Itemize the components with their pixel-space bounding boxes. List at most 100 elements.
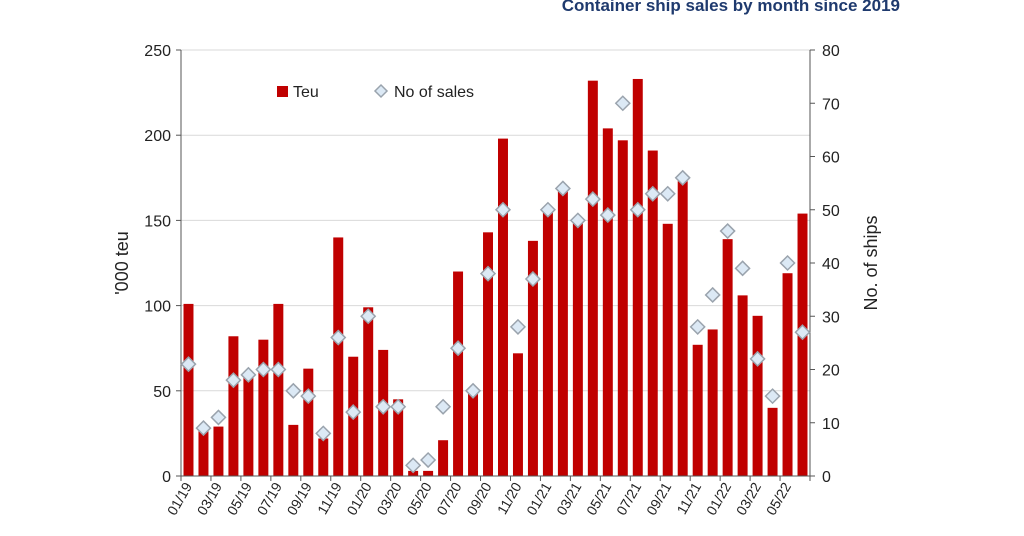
bar-03/21 [572, 220, 583, 476]
bar-04/22 [767, 407, 778, 476]
sales-point-05/19 [240, 366, 257, 383]
bar-01/19 [183, 303, 194, 476]
bar-07/19 [273, 303, 284, 476]
sales-point-06/20 [435, 398, 452, 415]
sales-point-05/22 [779, 254, 796, 272]
x-tick-label: 05/21 [583, 479, 614, 518]
bar-06/22 [797, 213, 808, 477]
sales-point-03/20 [390, 398, 407, 415]
bar-04/21 [587, 80, 598, 476]
y2-tick-label: 30 [822, 309, 840, 326]
sales-point-04/22 [764, 388, 781, 405]
x-tick-label: 09/21 [643, 479, 674, 518]
sales-point-01/20 [360, 308, 377, 325]
bar-06/19 [258, 339, 269, 476]
sales-point-01/19 [180, 356, 197, 373]
bar-10/20 [498, 138, 508, 476]
sales-point-05/20 [420, 451, 437, 469]
sales-point-11/20 [509, 318, 527, 335]
sales-point-02/20 [375, 398, 392, 415]
sales-point-12/21 [704, 286, 721, 304]
y2-tick-label: 10 [822, 416, 840, 433]
x-tick-label: 03/20 [373, 479, 404, 518]
chart-title: Container ship sales by month since 2019 [561, 0, 900, 15]
sales-point-02/21 [554, 180, 571, 197]
x-tick-label: 11/19 [314, 479, 345, 517]
bar-12/21 [707, 329, 718, 476]
x-tick-label: 11/20 [494, 479, 525, 517]
sales-point-12/19 [345, 404, 362, 421]
sales-point-05/21 [599, 207, 616, 224]
sales-point-11/21 [689, 318, 706, 335]
sales-point-09/19 [300, 388, 317, 405]
x-tick-label: 09/19 [284, 479, 315, 518]
sales-point-03/19 [210, 409, 227, 426]
x-tick-label: 09/20 [463, 479, 494, 518]
sales-point-04/21 [584, 191, 601, 208]
sales-point-04/19 [225, 372, 242, 389]
bar-06/21 [617, 140, 628, 476]
sales-point-02/22 [734, 260, 751, 277]
y-tick-label: 50 [153, 384, 171, 401]
sales-point-09/21 [659, 185, 676, 202]
bar-09/21 [662, 223, 673, 476]
x-tick-label: 05/19 [224, 479, 255, 518]
sales-point-08/19 [285, 382, 302, 399]
y2-tick-label: 40 [822, 256, 840, 273]
sales-point-12/20 [524, 270, 542, 288]
y2-tick-label: 20 [822, 363, 840, 380]
y-tick-label: 250 [144, 43, 171, 60]
y-tick-label: 200 [144, 128, 171, 145]
bar-01/20 [363, 307, 374, 476]
bar-01/21 [542, 211, 553, 476]
sales-point-09/20 [479, 265, 497, 282]
bar-03/22 [752, 315, 763, 476]
x-tick-label: 03/22 [733, 479, 764, 518]
bar-08/21 [647, 150, 658, 476]
x-tick-label: 07/21 [613, 479, 644, 518]
bar-12/20 [527, 240, 538, 476]
y2-tick-label: 0 [822, 469, 831, 486]
legend-teu-label: Teu [293, 84, 319, 101]
bar-05/19 [243, 377, 254, 476]
sales-point-07/21 [629, 201, 646, 218]
sales-point-07/20 [449, 340, 467, 357]
legend-sales-label: No of sales [394, 84, 474, 101]
sales-point-03/22 [749, 350, 766, 367]
sales-point-04/20 [405, 457, 422, 474]
x-tick-label: 01/20 [343, 479, 374, 518]
sales-point-08/21 [644, 185, 661, 202]
bar-09/20 [483, 232, 493, 476]
bar-05/22 [782, 273, 793, 476]
bar-08/19 [288, 424, 299, 476]
sales-point-08/20 [464, 382, 482, 399]
bar-03/20 [393, 399, 404, 476]
bar-05/20 [423, 470, 434, 476]
y2-tick-label: 70 [822, 96, 840, 113]
y2-axis-title: No. of ships [861, 215, 881, 310]
sales-point-03/21 [569, 212, 586, 229]
x-tick-label: 01/22 [703, 479, 734, 518]
x-tick-label: 03/21 [553, 479, 584, 518]
sales-point-06/19 [255, 361, 272, 378]
bar-07/20 [453, 271, 464, 476]
bar-01/22 [722, 239, 733, 476]
y2-tick-label: 50 [822, 203, 840, 220]
y2-tick-label: 80 [822, 43, 840, 60]
bar-11/19 [333, 237, 344, 476]
y-axis-title: '000 teu [112, 231, 132, 295]
sales-point-06/22 [794, 324, 811, 341]
bar-10/21 [677, 181, 688, 476]
x-tick-label: 03/19 [194, 479, 225, 518]
bar-08/20 [468, 390, 479, 476]
sales-point-07/19 [270, 361, 287, 378]
sales-point-10/20 [494, 201, 512, 218]
bar-11/20 [512, 353, 523, 476]
bar-02/22 [737, 295, 748, 476]
bar-04/20 [408, 470, 419, 476]
bar-02/19 [198, 428, 209, 476]
sales-point-01/21 [539, 201, 556, 218]
x-tick-label: 05/20 [403, 479, 434, 518]
sales-point-10/21 [674, 169, 691, 186]
